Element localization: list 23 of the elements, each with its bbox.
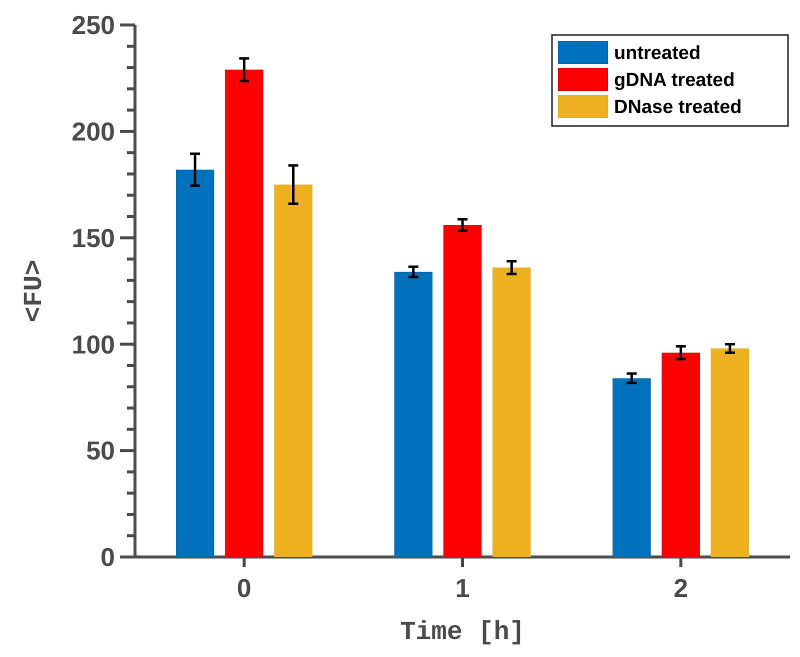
legend-label: untreated (614, 43, 701, 64)
y-tick-label: 50 (86, 436, 115, 466)
bar (662, 352, 700, 557)
y-tick-label: 250 (72, 10, 115, 40)
x-axis-title: Time [h] (400, 617, 525, 647)
y-tick-label: 100 (72, 329, 115, 360)
bar (225, 70, 264, 557)
bar (176, 170, 214, 557)
bar (710, 348, 750, 557)
bar (274, 184, 312, 557)
y-tick-label: 0 (100, 542, 115, 572)
bar (443, 225, 482, 557)
bar (612, 378, 651, 557)
y-tick-label: 150 (72, 222, 115, 253)
bar (394, 272, 432, 557)
y-axis-title: <FU> (19, 260, 50, 322)
x-tick-label: 0 (236, 573, 252, 603)
legend-label: DNase treated (614, 97, 742, 118)
x-tick-label: 1 (455, 573, 470, 603)
bar (492, 268, 531, 557)
legend-label: gDNA treated (614, 70, 735, 92)
y-tick-label: 200 (72, 116, 115, 146)
x-tick-label: 2 (674, 573, 688, 603)
